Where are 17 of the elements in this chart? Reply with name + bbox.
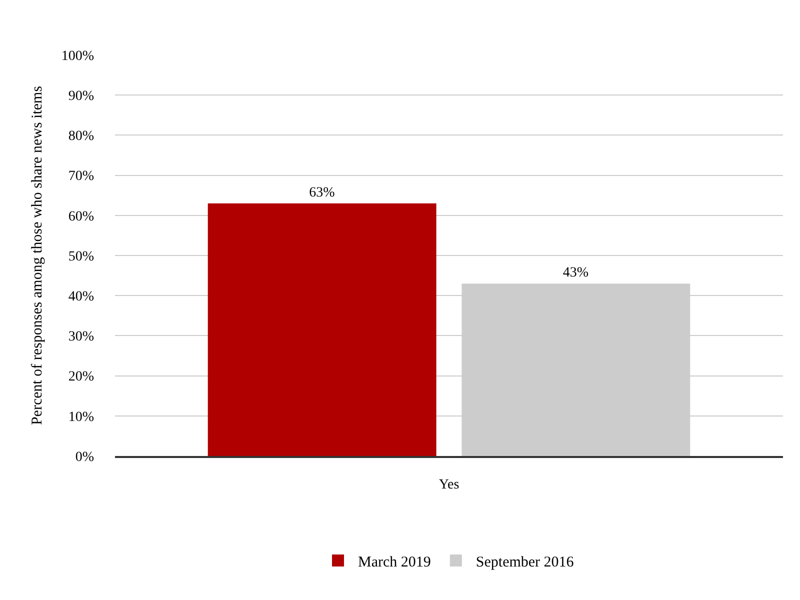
y-tick-label: 20% (68, 370, 94, 385)
y-tick-label: 50% (68, 249, 94, 264)
y-axis-title: Percent of responses among those who share news items (30, 86, 46, 426)
y-tick-label: 30% (68, 330, 94, 345)
y-tick-label: 40% (68, 290, 94, 304)
y-tick-label: 10% (68, 410, 94, 425)
y-tick-label: 0% (75, 450, 94, 465)
legend-label: March 2019 (358, 554, 431, 570)
y-tick-label: 80% (68, 129, 94, 144)
data-label: 43% (562, 266, 589, 281)
y-tick-label: 100% (61, 48, 94, 64)
legend-label: September 2016 (476, 554, 574, 570)
x-tick-label: Yes (438, 478, 460, 493)
y-tick-label: 70% (68, 169, 94, 184)
data-label: 63% (309, 185, 336, 200)
y-tick-label: 60% (68, 209, 94, 224)
y-tick-label: 90% (68, 89, 94, 104)
